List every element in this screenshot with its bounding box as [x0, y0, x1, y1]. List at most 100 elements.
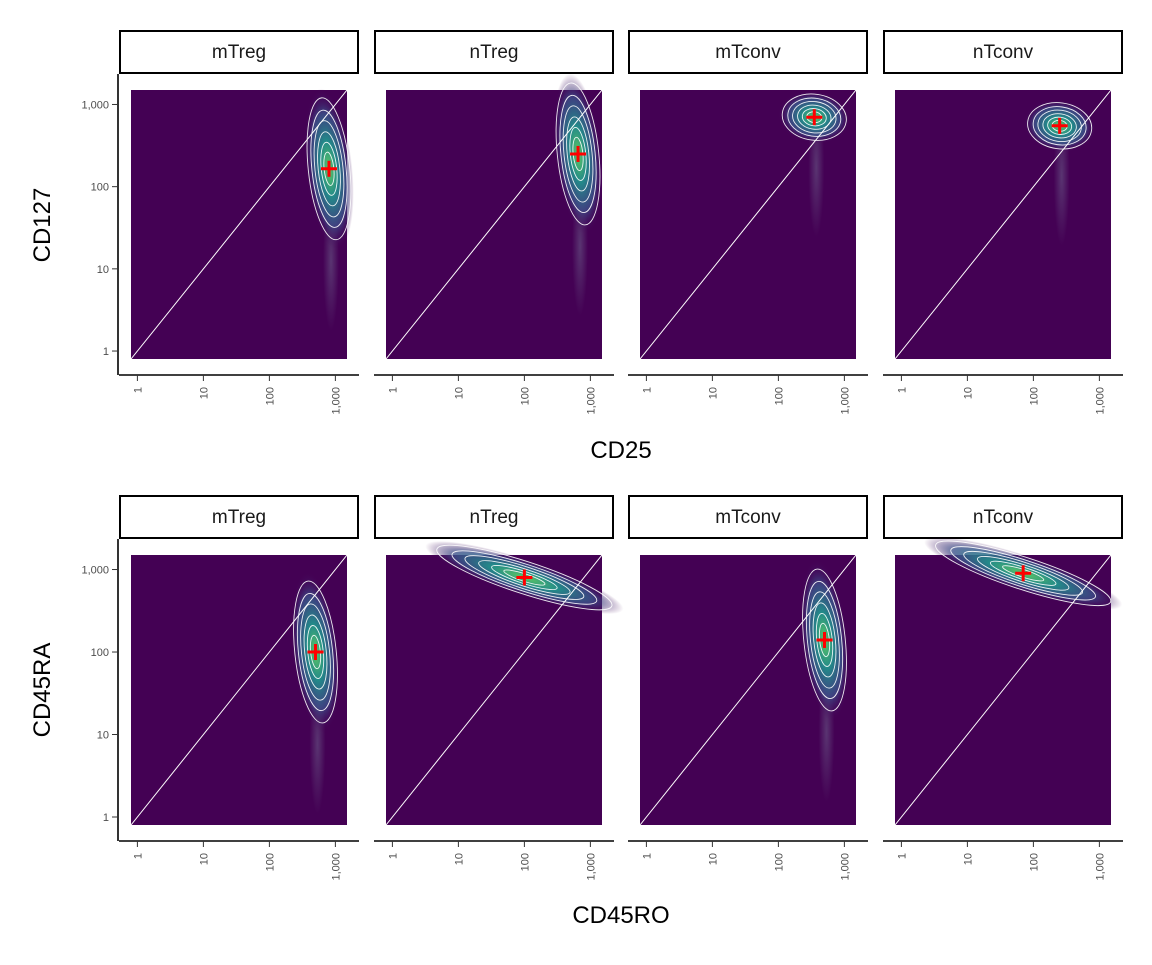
density-contour	[451, 550, 598, 605]
facet-panel-mTconv: mTconv 1 10 100 1,000	[628, 30, 868, 415]
x-tick-label: 1	[896, 853, 908, 859]
facet-strip	[119, 495, 359, 539]
x-axis-label: CD25	[590, 437, 651, 464]
density-contour	[1042, 113, 1077, 139]
density-contour	[1032, 106, 1087, 146]
facet-strip	[883, 30, 1123, 74]
x-tick-label: 1,000	[1094, 853, 1106, 881]
x-tick-label: 10	[198, 853, 210, 865]
x-tick-label: 10	[707, 853, 719, 865]
density-contour	[801, 108, 827, 127]
facet-strip	[628, 495, 868, 539]
facet-panel-nTconv: nTconv 1 10 100 1,000	[883, 30, 1123, 415]
y-tick-label: 1,000	[81, 565, 109, 577]
x-tick-label: 1	[641, 853, 653, 859]
facet-strip-label: mTreg	[212, 42, 266, 63]
x-tick-label: 10	[962, 387, 974, 399]
density-contour	[306, 97, 352, 241]
x-tick-label: 10	[453, 387, 465, 399]
facet-strip-label: nTreg	[470, 42, 519, 63]
y-axis-label: CD127	[29, 188, 56, 263]
reference-line	[640, 555, 856, 825]
density-contour	[559, 94, 597, 214]
reference-line	[386, 90, 602, 359]
x-axis-label: CD45RO	[572, 902, 669, 929]
x-tick-label: 1	[387, 387, 399, 393]
x-tick-label: 1	[896, 387, 908, 393]
density-contour	[781, 93, 847, 141]
x-tick-label: 1	[132, 853, 144, 859]
y-tick-label: 1,000	[81, 99, 109, 111]
density-contour	[566, 116, 590, 192]
density-contour	[787, 97, 842, 137]
x-tick-label: 100	[1028, 387, 1040, 405]
density-contour	[805, 580, 844, 700]
x-tick-label: 100	[1028, 853, 1040, 871]
x-tick-label: 10	[453, 853, 465, 865]
reference-line	[895, 90, 1111, 359]
reference-line	[640, 90, 856, 359]
x-tick-label: 100	[519, 853, 531, 871]
y-axis-label: CD45RA	[29, 643, 56, 738]
density-contour	[976, 556, 1070, 591]
density-contour	[300, 603, 331, 701]
reference-line	[895, 555, 1111, 825]
density-contour	[317, 131, 341, 207]
facet-panel-nTconv: nTconv 1 10 100 1,000	[883, 495, 1123, 881]
x-tick-label: 1,000	[585, 853, 597, 881]
density-contour	[1047, 116, 1073, 135]
y-tick-label: 100	[91, 182, 109, 194]
density-contour	[313, 120, 345, 218]
x-tick-label: 1	[641, 387, 653, 393]
x-tick-label: 1	[387, 853, 399, 859]
density-contour	[1037, 109, 1082, 143]
facet-panel-mTconv: mTconv 1 10 100 1,000	[628, 495, 868, 881]
density-contour	[303, 614, 328, 690]
x-tick-label: 1,000	[839, 387, 851, 415]
density-contour	[792, 101, 837, 134]
density-contour	[491, 564, 558, 591]
facet-strip-label: nTreg	[470, 507, 519, 528]
facet-strip-label: mTconv	[715, 42, 781, 63]
density-contour	[436, 544, 613, 611]
y-tick-label: 10	[97, 264, 109, 276]
y-tick-label: 10	[97, 730, 109, 742]
facet-panel-mTreg: mTreg 1 10 100 1,000	[119, 495, 359, 881]
y-tick-label: 1	[103, 346, 109, 358]
density-contour	[950, 546, 1097, 601]
density-contour	[809, 591, 840, 689]
x-tick-label: 1,000	[1094, 387, 1106, 415]
x-tick-label: 100	[773, 853, 785, 871]
reference-line	[386, 555, 602, 825]
facet-strip-label: nTconv	[973, 42, 1034, 63]
x-tick-label: 1,000	[839, 853, 851, 881]
density-contour	[935, 540, 1112, 607]
facet-panel-nTreg: nTreg 1 10 100 1,000	[374, 495, 624, 881]
y-tick-label: 100	[91, 647, 109, 659]
x-tick-label: 10	[707, 387, 719, 399]
facet-strip	[374, 30, 614, 74]
density-contour	[464, 555, 585, 600]
density-contour	[478, 560, 571, 595]
density-contour	[1027, 102, 1093, 150]
x-tick-label: 100	[264, 387, 276, 405]
x-tick-label: 100	[519, 387, 531, 405]
y-tick-label: 1	[103, 812, 109, 824]
x-tick-label: 1,000	[585, 387, 597, 415]
density-contour	[797, 104, 832, 130]
reference-line	[131, 555, 347, 825]
density-contour	[310, 109, 348, 228]
x-tick-label: 1	[132, 387, 144, 393]
facet-strip	[628, 30, 868, 74]
x-tick-label: 10	[962, 853, 974, 865]
facet-panel-nTreg: nTreg 1 10 100 1,000	[374, 30, 614, 415]
x-tick-label: 100	[773, 387, 785, 405]
x-tick-label: 10	[198, 387, 210, 399]
density-contour	[812, 602, 837, 678]
facet-strip	[119, 30, 359, 74]
density-contour	[296, 592, 335, 712]
density-contour	[989, 560, 1057, 586]
facet-strip-label: nTconv	[973, 507, 1034, 528]
density-contour	[562, 105, 594, 203]
